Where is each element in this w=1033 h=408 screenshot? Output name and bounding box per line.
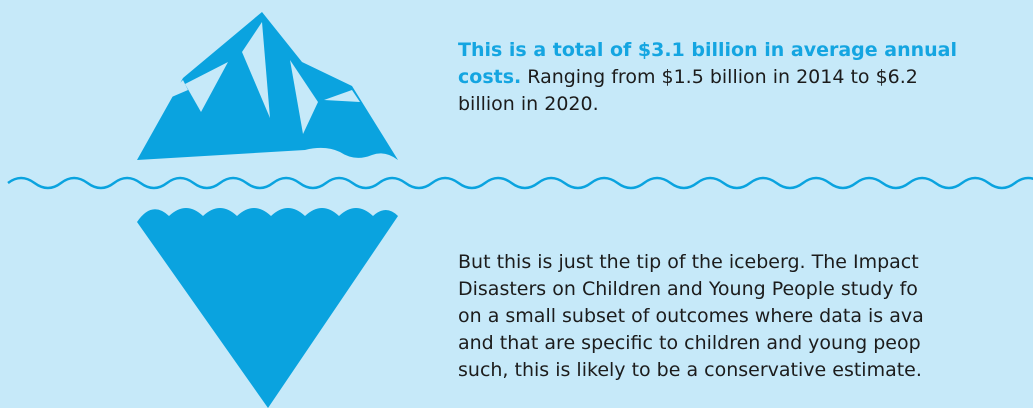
summary-detail: Ranging from $1.5 billion in 2014 to $6.…	[458, 66, 918, 115]
page: This is a total of $3.1 billion in avera…	[0, 0, 1033, 408]
body-line: But this is just the tip of the iceberg.…	[458, 249, 1033, 276]
body-line: and that are specific to children and yo…	[458, 330, 1033, 357]
iceberg-tip	[137, 12, 398, 160]
waterline	[8, 178, 1033, 188]
body-text: But this is just the tip of the iceberg.…	[458, 249, 1033, 384]
body-line: on a small subset of outcomes where data…	[458, 303, 1033, 330]
summary-text: This is a total of $3.1 billion in avera…	[458, 37, 978, 118]
body-line: Disasters on Children and Young People s…	[458, 276, 1033, 303]
body-line: such, this is likely to be a conservativ…	[458, 357, 1033, 384]
iceberg-underwater	[137, 208, 398, 408]
